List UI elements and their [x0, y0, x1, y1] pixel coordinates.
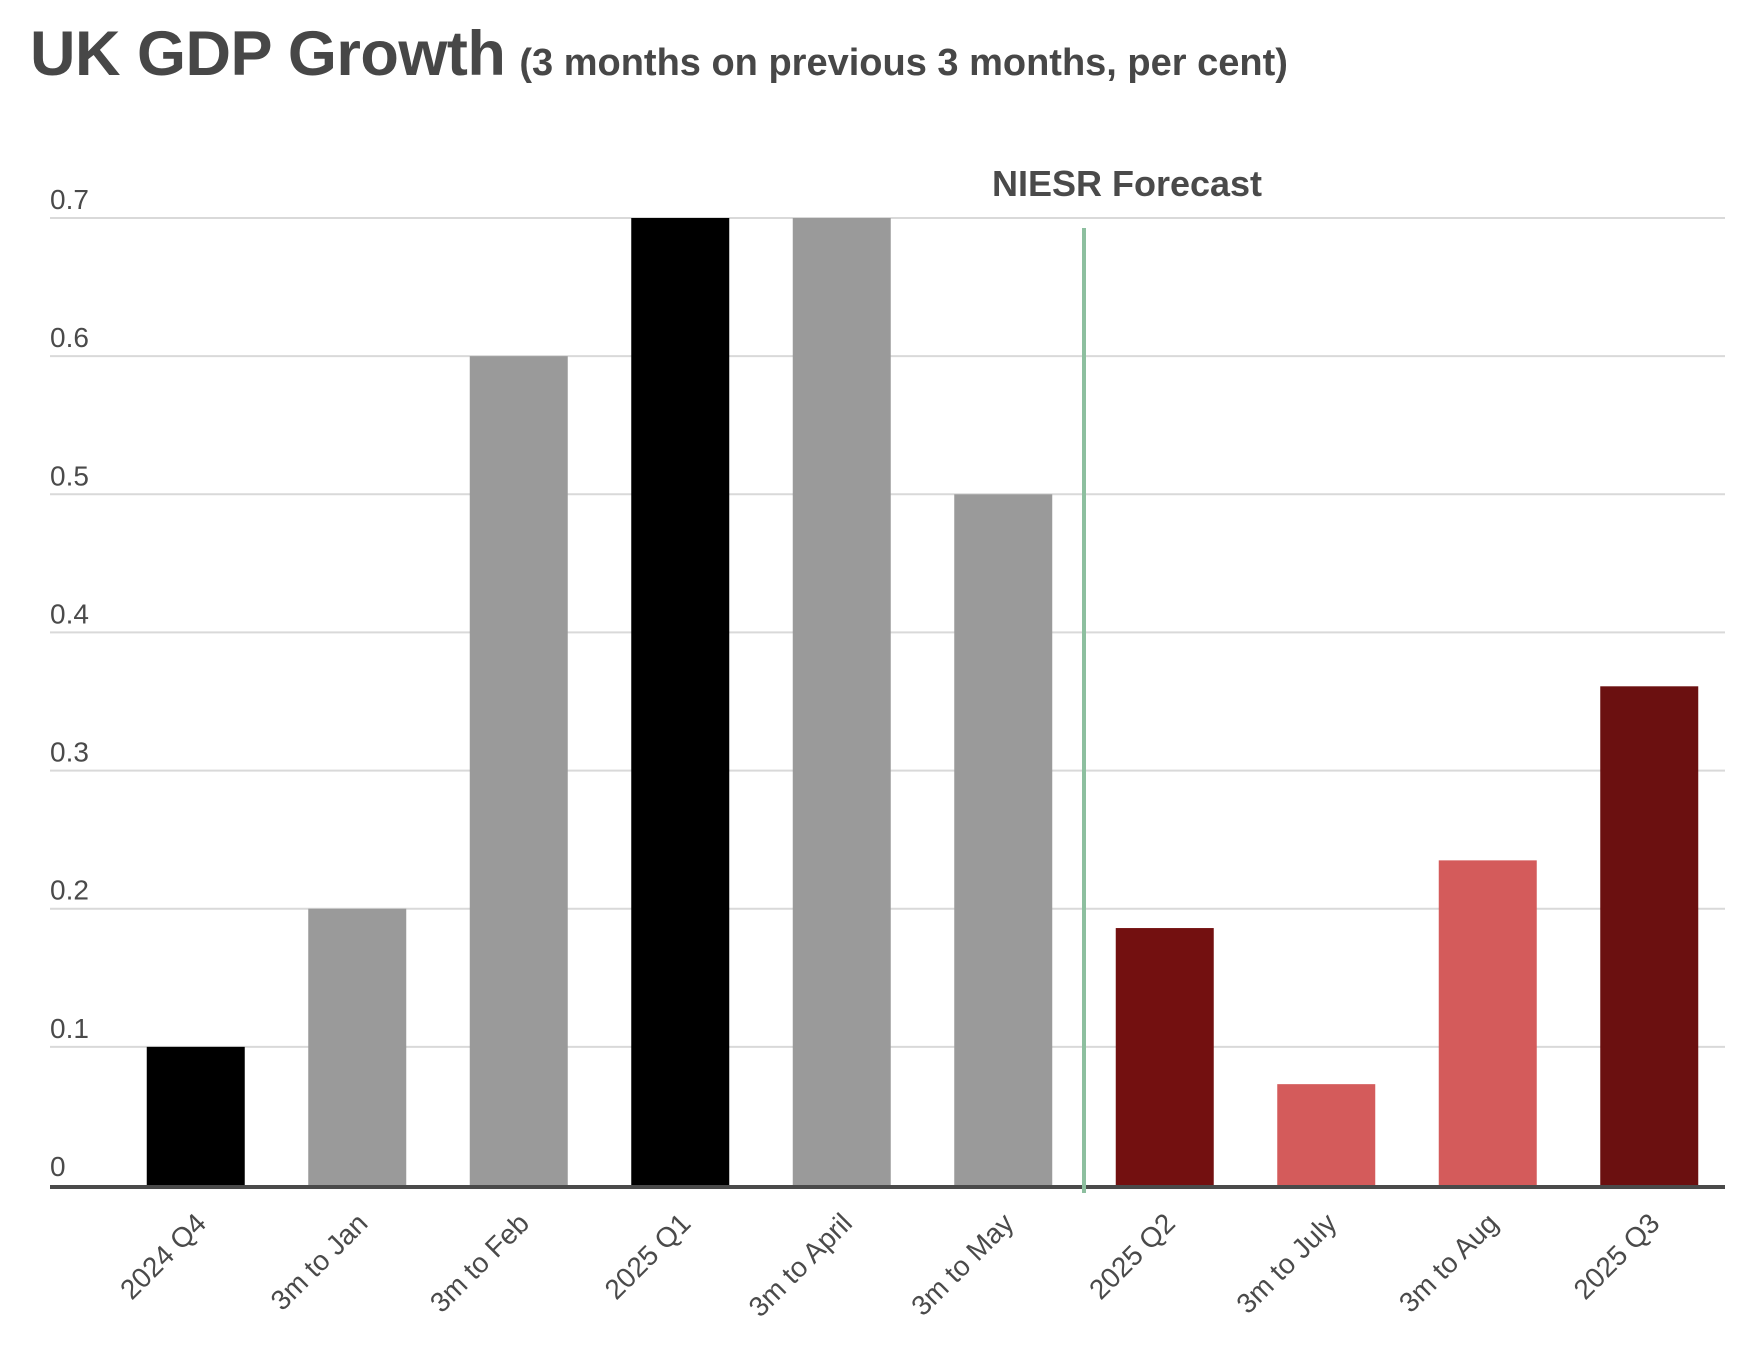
x-tick-label: 3m to April	[743, 1207, 858, 1322]
x-tick-label: 3m to Feb	[424, 1207, 535, 1318]
y-tick-label: 0	[50, 1151, 66, 1182]
forecast-annotation: NIESR Forecast	[992, 163, 1262, 204]
y-tick-label: 0.7	[50, 184, 89, 215]
bar	[1600, 686, 1699, 1185]
bar	[1438, 860, 1537, 1185]
y-tick-label: 0.5	[50, 460, 89, 491]
x-tick-label: 2025 Q1	[599, 1207, 697, 1305]
bar	[792, 218, 891, 1185]
bar	[469, 356, 568, 1186]
x-tick-label: 3m to July	[1230, 1207, 1342, 1319]
y-tick-label: 0.3	[50, 737, 89, 768]
y-tick-label: 0.2	[50, 875, 89, 906]
chart-title-row: UK GDP Growth (3 months on previous 3 mon…	[30, 18, 1288, 90]
x-tick-label: 3m to Jan	[265, 1207, 374, 1316]
x-tick-label: 2025 Q2	[1083, 1207, 1181, 1305]
bar	[1277, 1084, 1376, 1185]
bar	[308, 908, 407, 1185]
bar	[1115, 928, 1214, 1185]
y-axis-ticks: 0 0.1 0.2 0.3 0.4 0.5 0.6 0.7	[50, 184, 89, 1182]
y-tick-label: 0.1	[50, 1013, 89, 1044]
chart-subtitle: (3 months on previous 3 months, per cent…	[519, 42, 1288, 84]
x-tick-label: 2025 Q3	[1568, 1207, 1666, 1305]
y-tick-label: 0.4	[50, 598, 89, 629]
x-axis-labels: 2024 Q4 3m to Jan 3m to Feb 2025 Q1 3m to Ap…	[114, 1207, 1665, 1322]
bar	[954, 494, 1053, 1185]
bar	[631, 218, 730, 1185]
chart-title: UK GDP Growth	[30, 19, 506, 89]
bar	[146, 1046, 245, 1185]
y-tick-label: 0.6	[50, 322, 89, 353]
x-tick-label: 2024 Q4	[114, 1207, 212, 1305]
bars	[146, 218, 1699, 1186]
x-tick-label: 3m to Aug	[1393, 1207, 1504, 1318]
x-tick-label: 3m to May	[905, 1207, 1019, 1321]
